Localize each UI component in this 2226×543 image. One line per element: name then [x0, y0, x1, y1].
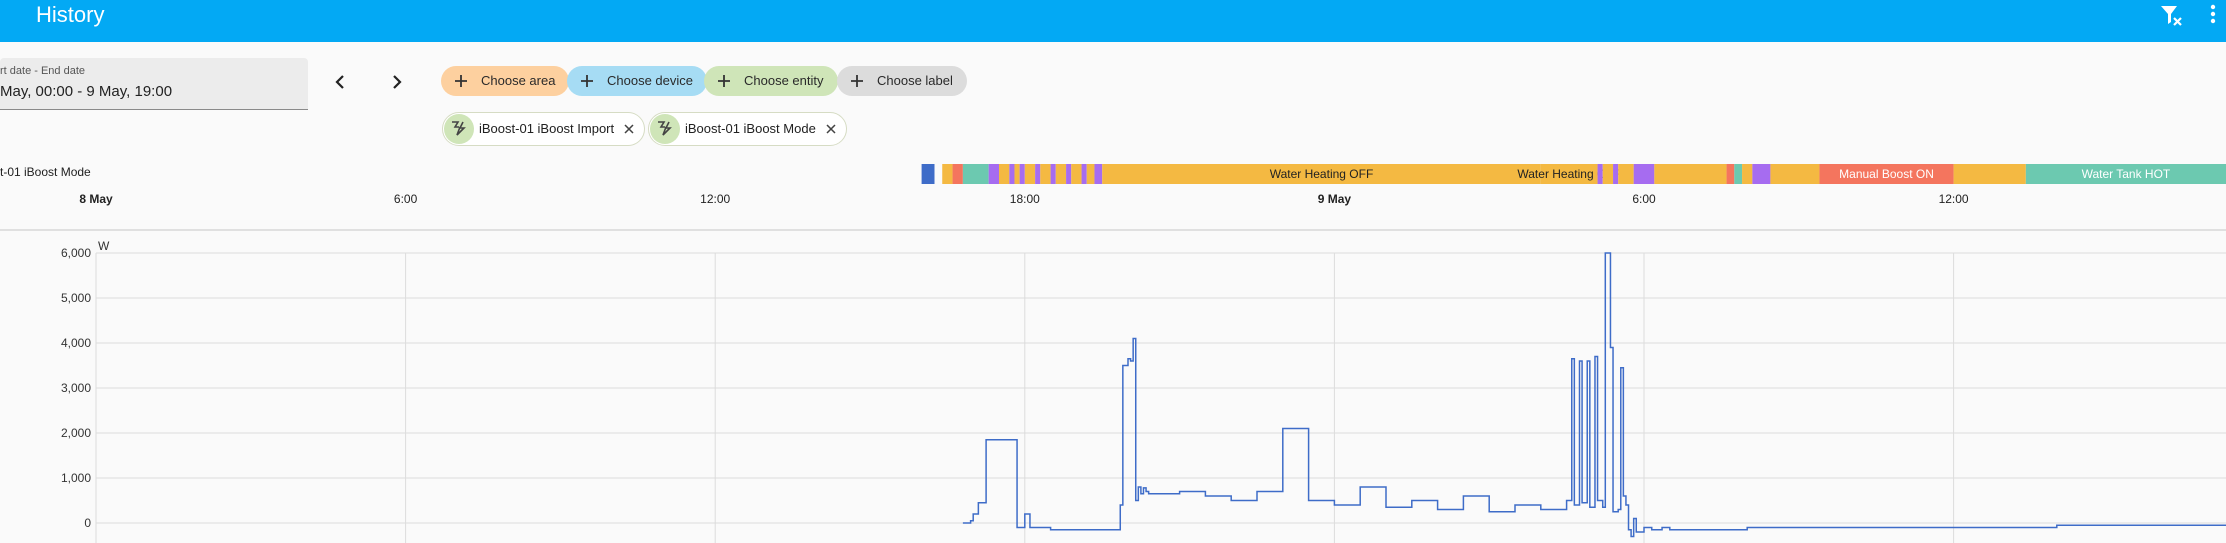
- timeline-segment: [1618, 164, 1634, 184]
- timeline-segment: [1086, 164, 1095, 184]
- y-tick-label: 5,000: [61, 291, 91, 305]
- app-header: History: [0, 0, 2226, 42]
- y-tick-label: 0: [84, 516, 91, 530]
- selected-entity-label: iBoost-01 iBoost Mode: [685, 121, 816, 136]
- plus-icon: [581, 75, 593, 87]
- close-icon[interactable]: [824, 122, 838, 136]
- time-axis-label: 6:00: [394, 192, 418, 206]
- plus-icon: [455, 75, 467, 87]
- timeline-segment: [988, 164, 999, 184]
- timeline-segment: [1654, 164, 1727, 184]
- choose-device-label: Choose device: [607, 73, 693, 88]
- timeline-segment: [1770, 164, 1820, 184]
- timeline-segment: [1055, 164, 1067, 184]
- timeline-time-axis: 8 May 6:00 12:00 18:00 9 May 6:00 12:00: [79, 192, 1969, 206]
- page-title: History: [36, 2, 105, 27]
- chevron-left-icon[interactable]: [326, 68, 354, 96]
- timeline-segment: [1613, 164, 1619, 184]
- plus-icon: [718, 75, 730, 87]
- choose-entity-label: Choose entity: [744, 73, 824, 88]
- timeline-segment: [962, 164, 989, 184]
- y-tick-label: 6,000: [61, 246, 91, 260]
- date-range-label: rt date - End date: [0, 65, 85, 77]
- choose-label-label: Choose label: [877, 73, 953, 88]
- timeline-segment: [1819, 164, 1954, 184]
- choose-entity-button[interactable]: Choose entity: [704, 66, 838, 96]
- selected-entity-chip[interactable]: iBoost-01 iBoost Import: [442, 112, 646, 146]
- flash-icon: [444, 114, 474, 144]
- time-axis-label: 9 May: [1318, 192, 1352, 206]
- date-range-value: May, 00:00 - 9 May, 19:00: [0, 83, 173, 100]
- time-axis-label: 6:00: [1632, 192, 1656, 206]
- divider: [0, 229, 2226, 231]
- filter-remove-icon[interactable]: [2158, 2, 2184, 28]
- timeline-state-label: Water Heating OFF: [1517, 167, 1621, 181]
- choose-label-button[interactable]: Choose label: [837, 66, 967, 96]
- flash-icon: [650, 114, 680, 144]
- timeline-entity-name: t-01 iBoost Mode: [0, 165, 91, 179]
- plus-icon: [851, 75, 863, 87]
- selected-entity-label: iBoost-01 iBoost Import: [479, 121, 615, 136]
- time-axis-label: 12:00: [700, 192, 730, 206]
- timeline-state-label: Water Heating OFF: [1270, 167, 1374, 181]
- timeline-segment: [1597, 164, 1603, 184]
- time-axis-label: 12:00: [1939, 192, 1969, 206]
- close-icon[interactable]: [622, 122, 636, 136]
- timeline-segment: [1094, 164, 1103, 184]
- timeline-segment: [1540, 164, 1598, 184]
- time-axis-label: 18:00: [1010, 192, 1040, 206]
- timeline-segment: [1602, 164, 1614, 184]
- timeline-segment: [1726, 164, 1735, 184]
- timeline-segment: [1071, 164, 1082, 184]
- timeline-segment: [1009, 164, 1015, 184]
- choose-device-button[interactable]: Choose device: [567, 66, 707, 96]
- timeline-segment: [1102, 164, 1541, 184]
- timeline-segment: [1014, 164, 1020, 184]
- timeline-segment: [1752, 164, 1771, 184]
- selected-entity-chip[interactable]: iBoost-01 iBoost Mode: [648, 112, 847, 146]
- chevron-right-icon[interactable]: [383, 68, 411, 96]
- state-timeline[interactable]: Water Heating OFF Water Heating OFF Manual…: [0, 162, 2226, 186]
- date-range-picker[interactable]: rt date - End date May, 00:00 - 9 May, 1…: [0, 58, 308, 110]
- timeline-segment: [1734, 164, 1743, 184]
- series-line: [962, 252, 2226, 538]
- y-tick-label: 3,000: [61, 381, 91, 395]
- timeline-segment: [921, 164, 935, 184]
- y-axis-unit: W: [98, 239, 110, 253]
- timeline-segment: [1050, 164, 1056, 184]
- choose-area-button[interactable]: Choose area: [441, 66, 570, 96]
- timeline-segment: [2025, 164, 2226, 184]
- timeline-segment: [952, 164, 963, 184]
- timeline-state-label: Water Tank HOT: [2082, 167, 2171, 181]
- timeline-segment: [1040, 164, 1051, 184]
- timeline-segment: [1019, 164, 1025, 184]
- timeline-state-label: Manual Boost ON: [1839, 167, 1934, 181]
- timeline-segment: [942, 164, 953, 184]
- y-tick-label: 1,000: [61, 471, 91, 485]
- timeline-segment: [999, 164, 1010, 184]
- choose-area-label: Choose area: [481, 73, 556, 88]
- timeline-segment: [1953, 164, 2026, 184]
- timeline-segment: [1024, 164, 1036, 184]
- timeline-segment: [1633, 164, 1655, 184]
- timeline-segment: [1035, 164, 1041, 184]
- time-axis-label: 8 May: [79, 192, 113, 206]
- history-line-chart[interactable]: 6,000 5,000 4,000 3,000 2,000 1,000 0 W: [0, 236, 2226, 543]
- y-tick-label: 2,000: [61, 426, 91, 440]
- timeline-segment: [1081, 164, 1087, 184]
- timeline-segment: [1066, 164, 1072, 184]
- dots-vertical-icon[interactable]: [2205, 2, 2221, 28]
- y-tick-label: 4,000: [61, 336, 91, 350]
- timeline-segment: [1742, 164, 1753, 184]
